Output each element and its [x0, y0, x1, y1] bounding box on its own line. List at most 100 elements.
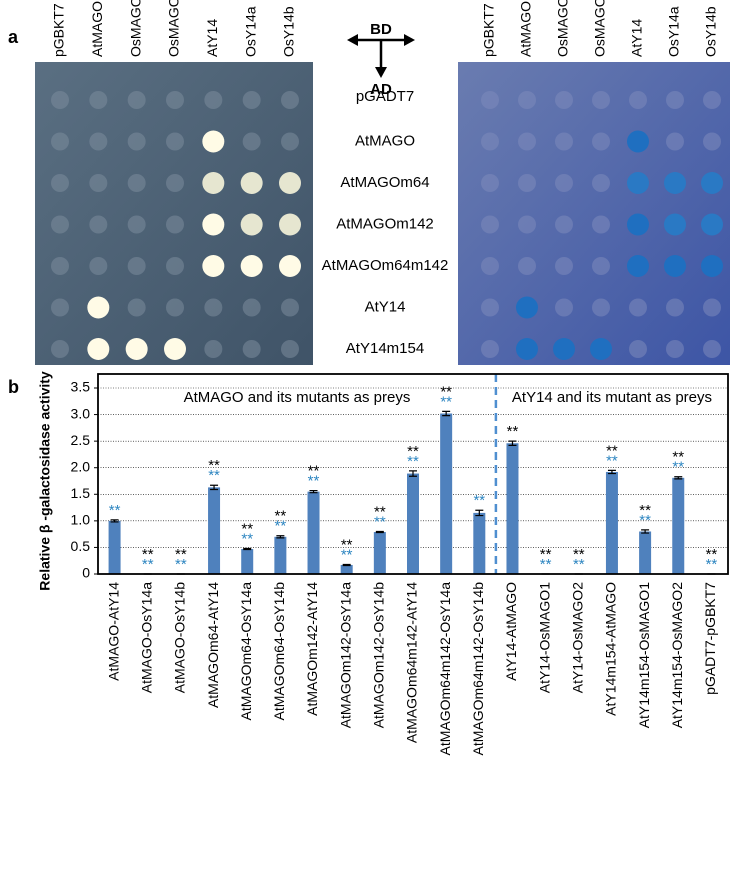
row-label: AtY14m154: [346, 340, 424, 357]
x-tick-label: AtMAGO-OsY14b: [172, 582, 188, 693]
x-tick-label: AtMAGOm142-OsY14a: [337, 582, 353, 728]
column-label: OsMAGO1: [555, 0, 571, 57]
spot-right: [666, 340, 684, 358]
significance: **: [308, 463, 320, 480]
row-label: AtMAGOm64m142: [322, 257, 449, 274]
spot-left: [204, 340, 223, 358]
spot-left: [166, 174, 184, 192]
spot-left: [202, 255, 225, 277]
column-label: OsY14b: [281, 6, 297, 57]
error-bar: [375, 530, 384, 534]
bar: [639, 531, 652, 574]
error-bar: [110, 519, 119, 523]
spot-left: [89, 91, 108, 109]
significance: **: [672, 449, 684, 466]
spot-right: [629, 298, 647, 317]
x-tick-label: AtMAGOm142-OsY14b: [371, 582, 387, 728]
error-bar: [607, 469, 616, 475]
error-bar: [475, 509, 484, 517]
spot-right: [629, 340, 647, 358]
spot-left: [202, 213, 225, 236]
significance: **: [606, 442, 618, 459]
spot-left: [240, 213, 263, 236]
spot-left: [281, 340, 299, 358]
spot-left: [166, 298, 184, 317]
bd-label: BD: [370, 21, 392, 38]
error-bar: [442, 410, 451, 417]
bar: [506, 443, 519, 574]
spot-left: [242, 91, 261, 109]
spot-left: [127, 132, 146, 151]
spot-left: [127, 174, 146, 192]
significance: **: [540, 556, 552, 573]
bar: [440, 413, 453, 574]
spot-right: [555, 215, 573, 234]
x-tick-label: pGADT7-pGBKT7: [702, 582, 718, 695]
column-label: pGBKT7: [51, 3, 67, 57]
ad-label: AD: [370, 81, 392, 98]
spot-left: [242, 132, 261, 151]
spot-right: [703, 132, 721, 151]
y-tick-label: 0.5: [71, 538, 91, 554]
spot-left: [164, 338, 186, 360]
column-label: AtMAGO: [89, 1, 105, 57]
x-tick-label: AtY14m154-AtMAGO: [603, 582, 619, 716]
y-tick-label: 2.0: [71, 458, 91, 474]
spot-left: [166, 215, 184, 234]
plate-right: [458, 62, 730, 365]
significance: **: [573, 556, 585, 573]
spot-right: [664, 172, 686, 194]
significance: **: [540, 546, 552, 563]
spot-right: [592, 91, 610, 109]
spot-right: [555, 298, 573, 317]
spot-left: [125, 338, 148, 360]
x-tick-label: AtY14m154-OsMAGO1: [636, 582, 652, 728]
spot-left: [127, 257, 146, 275]
spot-right: [627, 172, 649, 194]
spot-right: [592, 257, 610, 275]
bar: [473, 512, 486, 574]
spot-left: [51, 174, 69, 192]
panel-label: a: [8, 27, 19, 47]
spot-right: [518, 91, 536, 109]
y-tick-label: 0: [82, 565, 90, 581]
x-tick-label: AtMAGOm64m142-OsY14b: [470, 582, 486, 756]
spot-left: [281, 132, 299, 151]
spot-left: [166, 257, 184, 275]
y-tick-label: 3.5: [71, 379, 91, 395]
spot-right: [481, 257, 499, 275]
column-label: pGBKT7: [481, 3, 497, 57]
spot-left: [87, 338, 110, 360]
spot-left: [240, 255, 263, 277]
column-label: OsY14a: [242, 6, 258, 57]
spot-left: [204, 298, 223, 317]
y-axis-title: Relative β -galactosidase activity: [37, 371, 53, 591]
column-label: AtY14: [629, 19, 645, 57]
spot-left: [127, 298, 146, 317]
row-label: pGADT7: [356, 88, 414, 105]
error-bar: [276, 535, 285, 539]
spot-right: [555, 132, 573, 151]
bar: [605, 471, 618, 574]
spot-left: [240, 172, 263, 194]
column-label: OsY14b: [703, 6, 719, 57]
annotation: AtY14 and its mutant as preys: [512, 389, 712, 406]
significance: **: [142, 556, 154, 573]
spot-left: [166, 132, 184, 151]
spot-right: [703, 298, 721, 317]
row-label: AtMAGOm64: [340, 174, 429, 191]
error-bar: [243, 547, 252, 551]
spot-right: [481, 215, 499, 234]
annotation: AtMAGO and its mutants as preys: [184, 389, 411, 406]
error-bar: [210, 484, 219, 491]
spot-right: [664, 255, 686, 277]
significance: **: [308, 473, 320, 490]
column-label: OsMAGO2: [166, 0, 182, 57]
spot-right: [555, 174, 573, 192]
error-bar: [409, 470, 417, 477]
spot-left: [51, 340, 69, 358]
significance: **: [109, 502, 121, 519]
spot-left: [279, 255, 301, 277]
